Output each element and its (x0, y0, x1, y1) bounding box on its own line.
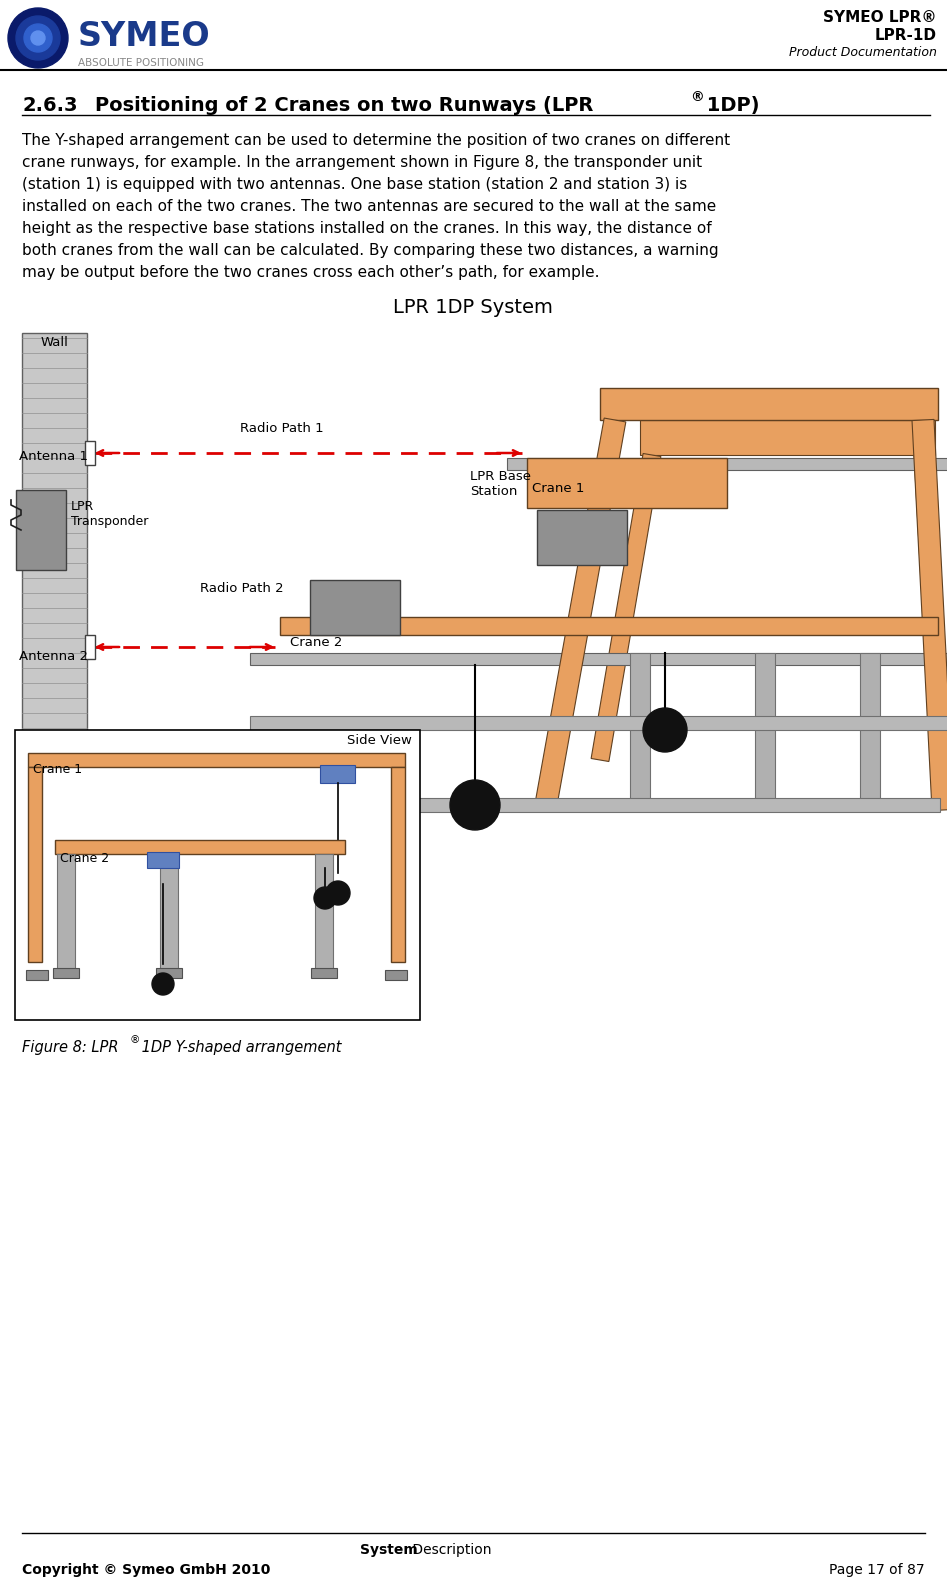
Text: 2.6.3: 2.6.3 (22, 97, 78, 116)
Bar (640, 419, 935, 454)
Bar (385, 970, 407, 980)
Text: Crane 2: Crane 2 (290, 636, 343, 649)
Bar (57, 853, 75, 974)
Text: Figure 8: LPR: Figure 8: LPR (22, 1040, 118, 1054)
Bar (755, 654, 775, 810)
Text: Crane 1: Crane 1 (532, 481, 584, 495)
Text: LPR-1D: LPR-1D (875, 28, 937, 43)
Bar (280, 617, 938, 635)
Polygon shape (591, 453, 661, 761)
Circle shape (24, 24, 52, 52)
Text: ABSOLUTE POSITIONING: ABSOLUTE POSITIONING (78, 59, 204, 68)
Text: SYMEO LPR®: SYMEO LPR® (823, 9, 937, 25)
Bar (85, 635, 95, 659)
Text: System: System (360, 1543, 418, 1558)
Text: The Y-shaped arrangement can be used to determine the position of two cranes on : The Y-shaped arrangement can be used to … (22, 133, 730, 147)
Text: Side View: Side View (348, 735, 412, 747)
Polygon shape (912, 419, 947, 810)
Text: LPR Base
Station: LPR Base Station (470, 470, 531, 499)
Text: LPR 1DP System: LPR 1DP System (393, 298, 553, 317)
Circle shape (8, 8, 68, 68)
Bar (250, 654, 947, 665)
Bar (320, 765, 355, 784)
Circle shape (450, 780, 500, 829)
Bar (537, 510, 627, 565)
Text: may be output before the two cranes cross each other’s path, for example.: may be output before the two cranes cros… (22, 264, 599, 280)
Bar (310, 579, 400, 635)
Bar (400, 798, 940, 812)
Text: installed on each of the two cranes. The two antennas are secured to the wall at: installed on each of the two cranes. The… (22, 199, 716, 214)
Bar (16, 491, 66, 570)
Bar (527, 457, 727, 508)
Text: height as the respective base stations installed on the cranes. In this way, the: height as the respective base stations i… (22, 222, 711, 236)
Text: both cranes from the wall can be calculated. By comparing these two distances, a: both cranes from the wall can be calcula… (22, 244, 719, 258)
Bar (147, 852, 179, 867)
Circle shape (31, 32, 45, 44)
Bar (391, 768, 405, 962)
Text: ®: ® (690, 90, 704, 104)
Bar (53, 967, 79, 978)
Circle shape (326, 882, 350, 905)
Bar (160, 853, 178, 974)
Bar (630, 654, 650, 810)
Text: Page 17 of 87: Page 17 of 87 (830, 1562, 925, 1577)
Bar (28, 768, 42, 962)
Bar (507, 457, 947, 470)
Text: Antenna 2: Antenna 2 (19, 651, 88, 663)
Text: Positioning of 2 Cranes on two Runways (LPR: Positioning of 2 Cranes on two Runways (… (95, 97, 594, 116)
Text: Crane 1: Crane 1 (33, 763, 82, 776)
Text: 1DP): 1DP) (700, 97, 759, 116)
Bar (250, 716, 947, 730)
Text: SYMEO: SYMEO (78, 21, 210, 52)
Bar (85, 442, 95, 465)
Text: ®: ® (130, 1035, 140, 1045)
Bar (860, 654, 880, 810)
Text: LPR
Transponder: LPR Transponder (71, 500, 149, 529)
Circle shape (643, 708, 687, 752)
Bar (315, 853, 333, 974)
Text: Copyright © Symeo GmbH 2010: Copyright © Symeo GmbH 2010 (22, 1562, 271, 1577)
Polygon shape (914, 454, 947, 760)
Text: Antenna 1: Antenna 1 (19, 450, 88, 462)
Bar (26, 970, 48, 980)
Bar (311, 967, 337, 978)
Bar (156, 967, 182, 978)
Circle shape (314, 886, 336, 909)
Bar (15, 730, 420, 1019)
Polygon shape (534, 418, 626, 812)
Circle shape (16, 16, 60, 60)
Text: Radio Path 1: Radio Path 1 (240, 423, 324, 435)
Text: Product Documentation: Product Documentation (789, 46, 937, 59)
Text: 1DP Y-shaped arrangement: 1DP Y-shaped arrangement (137, 1040, 342, 1054)
Bar (600, 388, 938, 419)
Text: (station 1) is equipped with two antennas. One base station (station 2 and stati: (station 1) is equipped with two antenna… (22, 177, 688, 192)
Text: Wall: Wall (41, 336, 68, 348)
Bar (28, 754, 405, 768)
Bar (55, 841, 345, 853)
Text: crane runways, for example. In the arrangement shown in Figure 8, the transponde: crane runways, for example. In the arran… (22, 155, 702, 169)
Text: Crane 2: Crane 2 (60, 852, 109, 864)
Bar (22, 332, 87, 820)
Text: Description: Description (408, 1543, 491, 1558)
Circle shape (152, 974, 174, 996)
Text: Radio Path 2: Radio Path 2 (200, 583, 283, 595)
